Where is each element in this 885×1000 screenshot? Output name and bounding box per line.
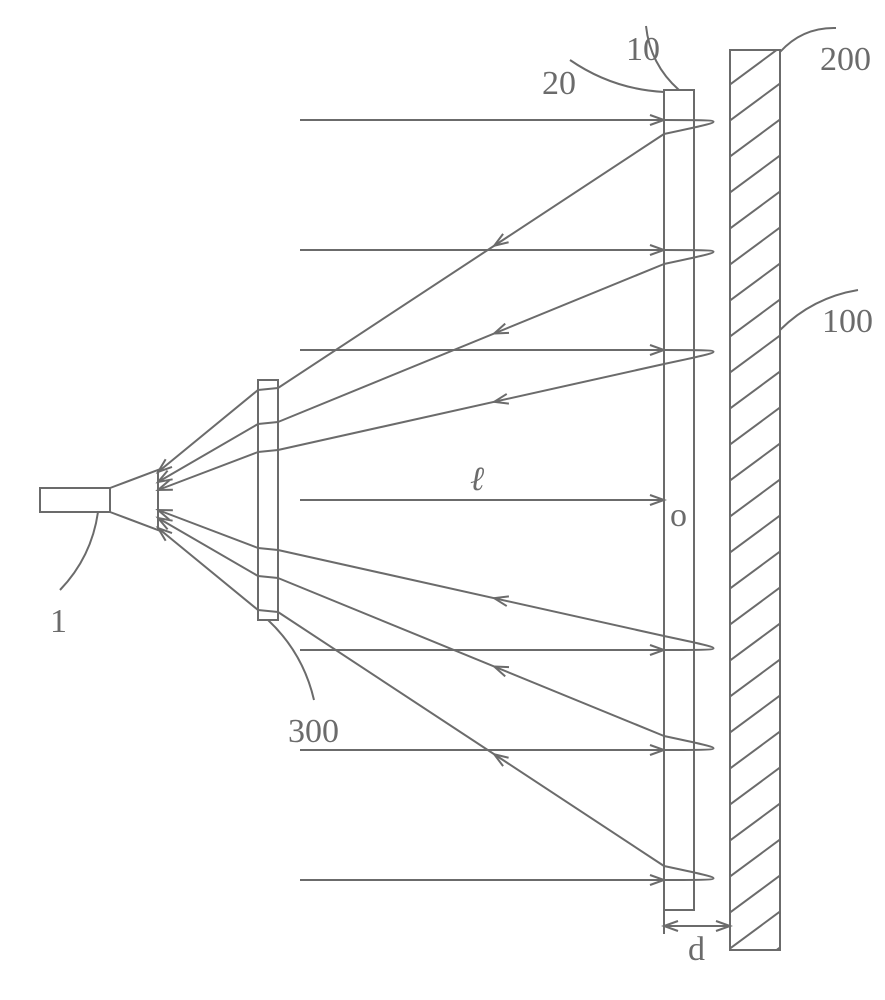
ray-pair-4: [158, 518, 714, 755]
ray-pair-3: [158, 510, 714, 655]
label-200: 200: [820, 41, 871, 78]
label-20: 20: [542, 65, 576, 102]
leader-1: [60, 512, 98, 590]
small-lens: [258, 380, 278, 620]
ray-pair-1: [158, 245, 714, 482]
screen-hatch: [728, 10, 782, 1000]
dimension-d-label: d: [688, 931, 705, 968]
axis-length-label: ℓ: [470, 461, 484, 498]
label-100: 100: [822, 303, 873, 340]
ray-pair-2: [158, 345, 714, 490]
label-300: 300: [288, 713, 339, 750]
ray-pair-0: [158, 115, 714, 472]
label-1: 1: [50, 603, 67, 640]
label-10: 10: [626, 31, 660, 68]
origin-label: o: [670, 497, 687, 534]
ray-pair-5: [158, 528, 714, 885]
